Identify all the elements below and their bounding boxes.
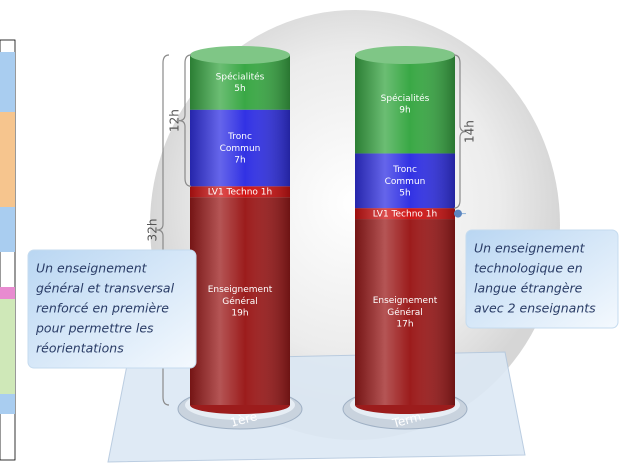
connector-dot (454, 209, 462, 218)
name-line: Commun (385, 176, 426, 186)
callout-line: langue étrangère (474, 281, 583, 296)
value-label: 5h (399, 188, 410, 198)
cyl-shade (355, 208, 455, 220)
cyl-top (190, 46, 290, 64)
cyl-shade (190, 186, 290, 198)
series-name: Spécialités (216, 71, 265, 82)
name-line: Enseignement (208, 285, 273, 295)
brace (156, 54, 170, 406)
callout-line: Un enseignement (474, 241, 586, 256)
callout-box (27, 249, 197, 369)
name-line: Spécialités (216, 71, 265, 82)
value-label: 5h (234, 84, 245, 94)
name-line: Tronc (227, 131, 252, 141)
callout-line: pour permettre les (35, 321, 154, 336)
side-table (0, 39, 16, 461)
name-line: Tronc (392, 164, 417, 174)
name-line: Enseignement (373, 296, 438, 306)
name-line: Spécialités (381, 93, 430, 104)
value-label: 17h (396, 320, 413, 330)
cyl-shade (355, 153, 455, 209)
cyl-shade (190, 197, 290, 405)
series-name: LV1 Techno (208, 187, 259, 197)
callout-line: renforcé en première (36, 301, 169, 316)
series-name: LV1 Techno (373, 209, 424, 219)
series-name: Spécialités (381, 93, 430, 104)
value-label: 7h (234, 155, 245, 165)
category-label: 1ère (229, 409, 259, 430)
callout-line: réorientations (36, 341, 124, 356)
segment-label: LV1 Techno 1h (373, 209, 437, 219)
cyl-shade (190, 109, 290, 187)
value-label: 9h (399, 106, 410, 116)
callout-line: technologique en (474, 261, 583, 276)
series-name: Tronc Commun (220, 131, 261, 153)
series-name: Enseignement Général (373, 296, 438, 318)
callout-line: avec 2 enseignants (474, 301, 596, 316)
brace-label: 12h (168, 109, 182, 132)
cyl-shade (355, 55, 455, 154)
series-name: Enseignement Général (208, 285, 273, 307)
name-line: Général (387, 307, 422, 318)
callout-line: Un enseignement (36, 261, 148, 276)
segment-label: LV1 Techno 1h (208, 187, 272, 197)
name-line: Général (222, 296, 257, 307)
value-label: 1h (261, 187, 272, 197)
callout-box (465, 229, 619, 329)
value-label: 1h (426, 209, 437, 219)
cyl-top (355, 46, 455, 64)
brace-label: 32h (146, 219, 160, 242)
cyl-shade (190, 55, 290, 110)
brace (178, 54, 192, 187)
value-label: 19h (231, 309, 248, 319)
cyl-shade (355, 219, 455, 405)
series-name: Tronc Commun (385, 164, 426, 186)
callout-line: général et transversal (36, 281, 175, 296)
name-line: Commun (220, 143, 261, 153)
brace-label: 14h (463, 120, 477, 143)
brace (453, 54, 467, 209)
